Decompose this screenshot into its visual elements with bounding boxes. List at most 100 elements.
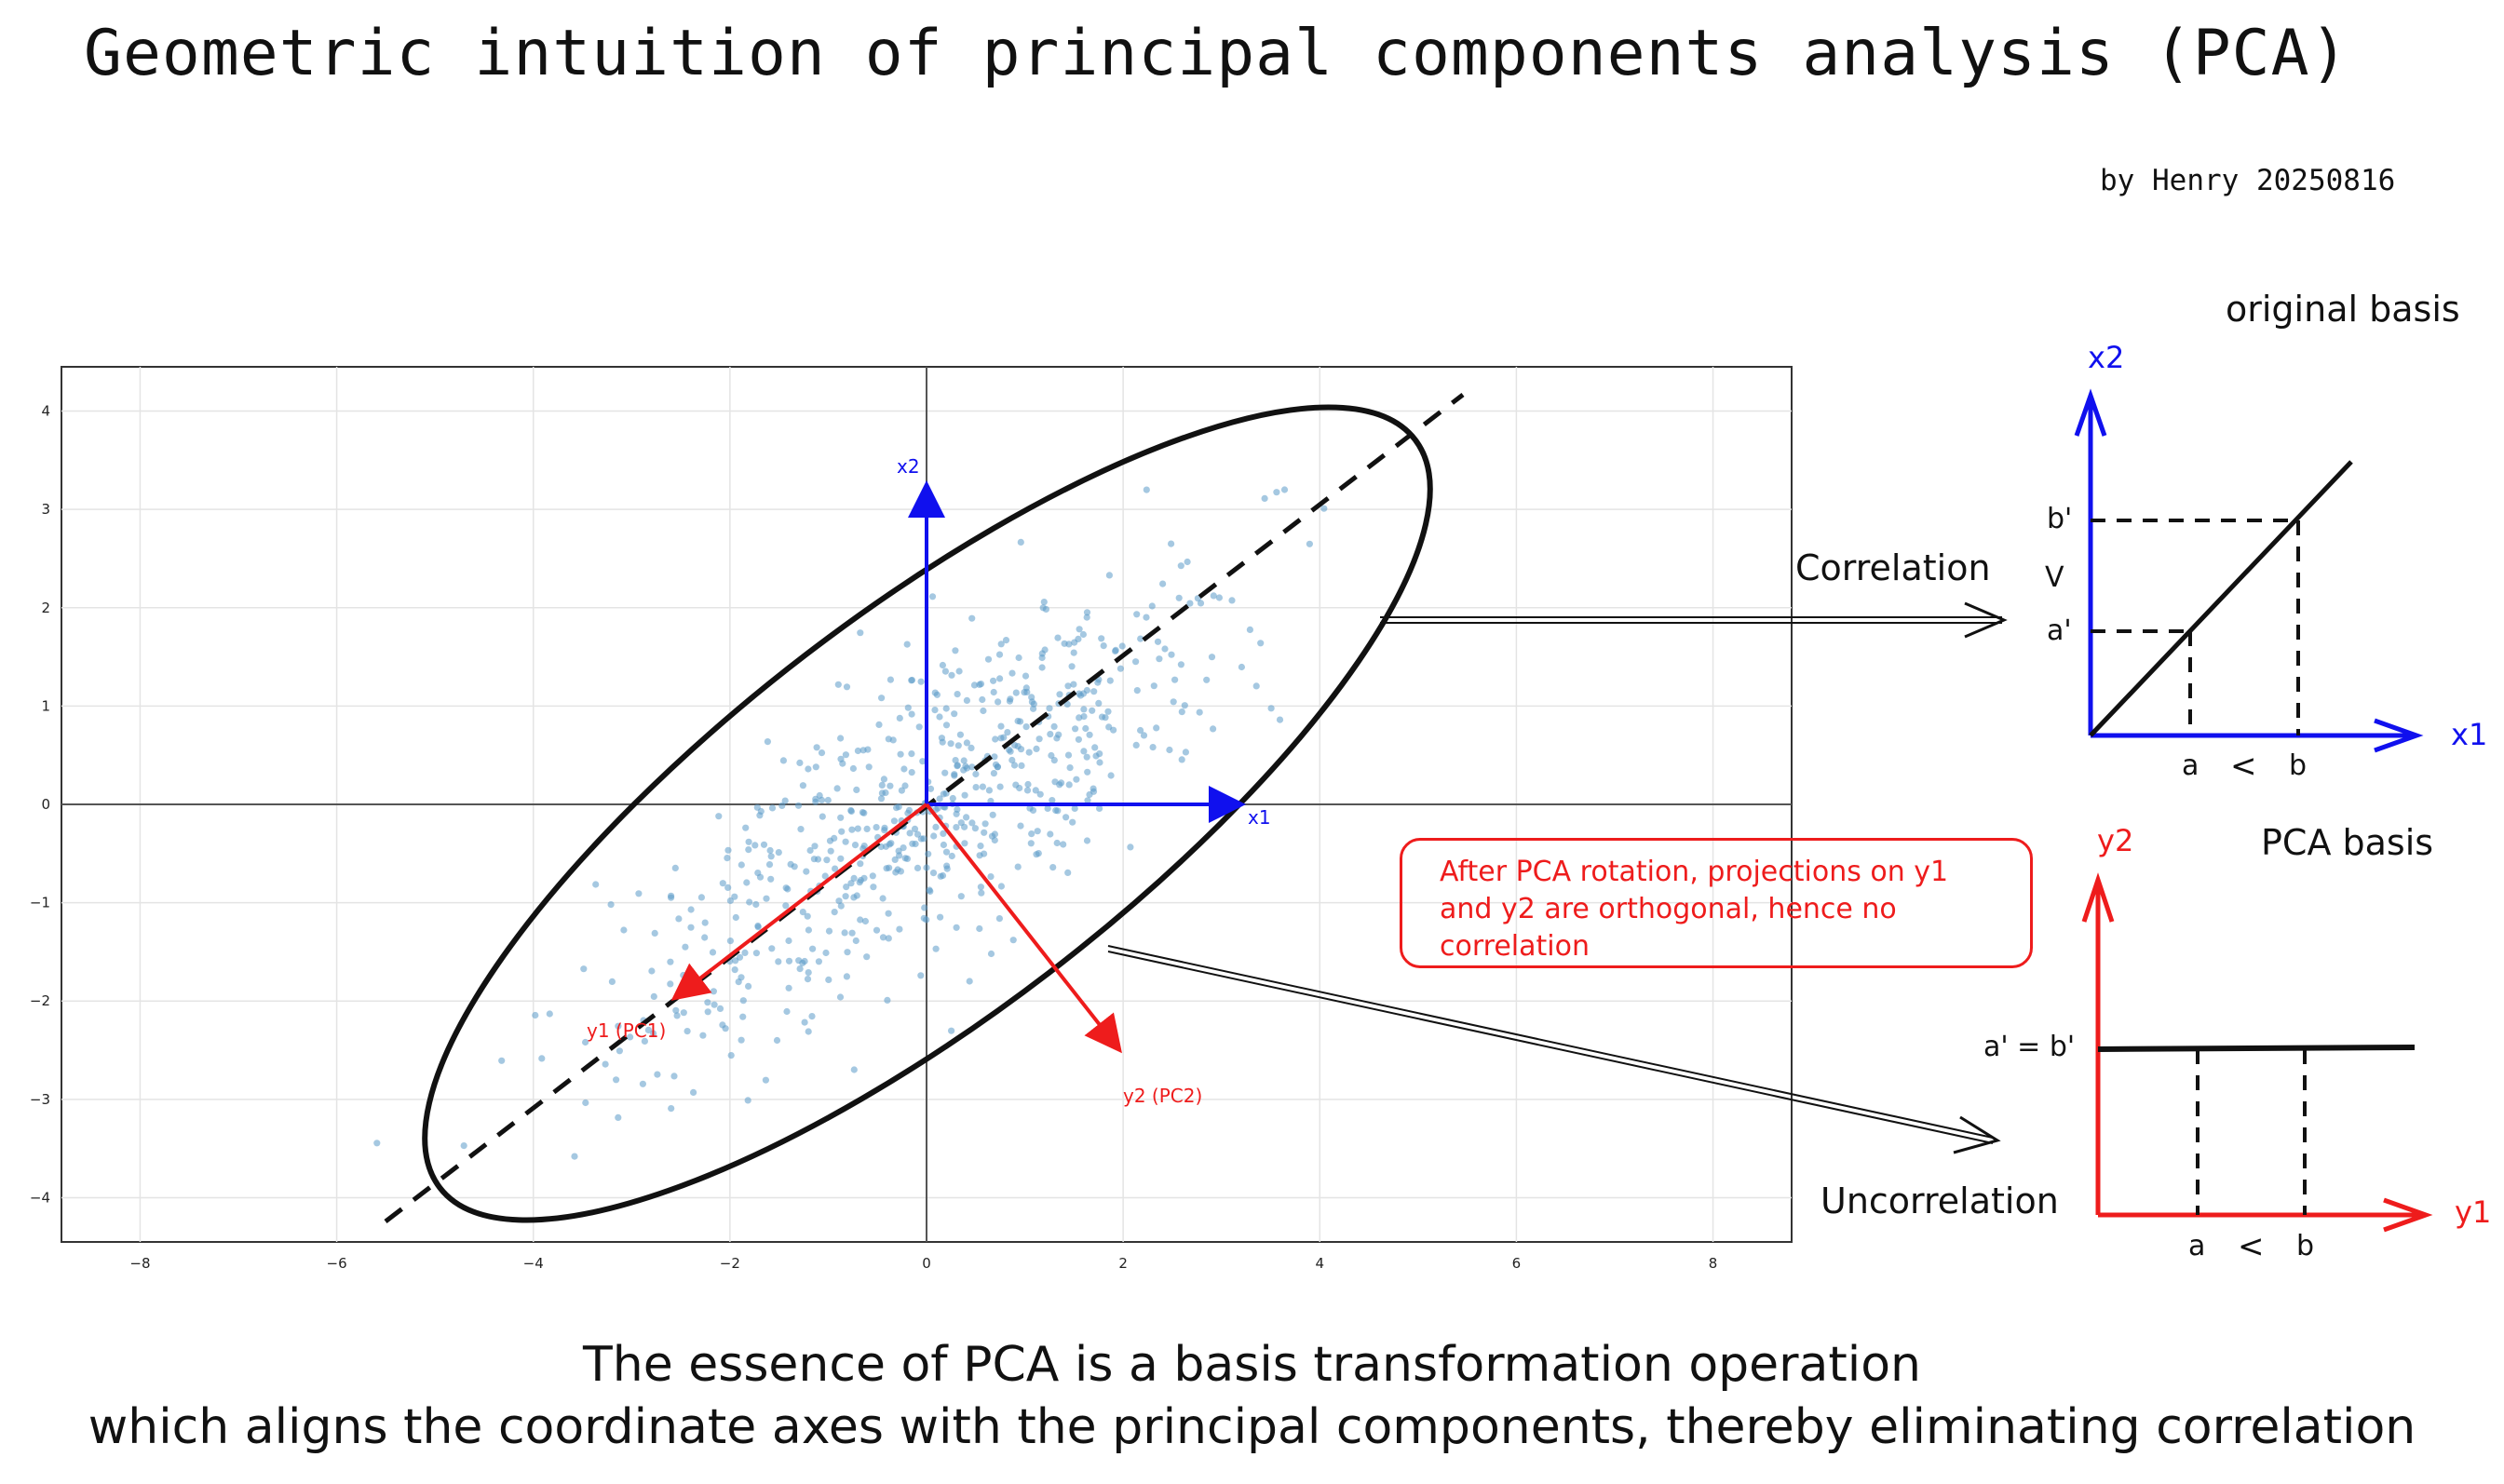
scatter-point — [1105, 572, 1113, 579]
scatter-point — [1210, 592, 1217, 600]
x-tick-label: −2 — [720, 1255, 740, 1272]
pca-basis-title: PCA basis — [2261, 822, 2433, 863]
scatter-point — [865, 763, 873, 771]
scatter-point — [745, 982, 752, 990]
scatter-point — [953, 824, 960, 831]
scatter-point — [933, 691, 941, 698]
ob-a-prime: a' — [2047, 614, 2072, 647]
scatter-point — [1063, 700, 1071, 708]
scatter-point — [1070, 681, 1077, 688]
x-tick-label: 2 — [1118, 1255, 1128, 1272]
scatter-point — [742, 824, 750, 831]
scatter-point — [880, 776, 888, 783]
scatter-point — [783, 1007, 791, 1016]
scatter-point — [825, 976, 832, 983]
scatter-point — [1182, 749, 1189, 756]
scatter-point — [923, 916, 930, 924]
scatter-point — [775, 849, 782, 857]
scatter-point — [1133, 611, 1141, 618]
pb-a: a — [2188, 1230, 2205, 1262]
scatter-point — [847, 880, 855, 887]
scatter-point — [1017, 538, 1024, 546]
scatter-point — [1064, 869, 1072, 877]
scatter-point — [1053, 735, 1061, 742]
ob-lt: < — [2230, 748, 2257, 785]
scatter-point — [1280, 486, 1289, 493]
scatter-point — [857, 860, 864, 868]
scatter-point — [716, 1005, 724, 1012]
scatter-point — [997, 883, 1005, 890]
scatter-point — [878, 695, 886, 702]
scatter-point — [1102, 714, 1109, 722]
scatter-point — [1034, 828, 1041, 835]
scatter-point — [819, 813, 826, 820]
scatter-point — [785, 984, 792, 992]
scatter-point — [648, 967, 656, 975]
scatter-point — [837, 735, 845, 742]
scatter-point — [992, 735, 999, 743]
scatter-point — [949, 794, 956, 803]
scatter-point — [979, 783, 986, 790]
scatter-point — [849, 764, 858, 773]
scatter-point — [756, 873, 765, 881]
covariance-ellipse — [422, 404, 1433, 1223]
scatter-point — [857, 916, 864, 924]
scatter-point — [1080, 706, 1088, 713]
x1-label: x1 — [1248, 806, 1271, 829]
scatter-point — [1156, 655, 1163, 663]
scatter-point — [955, 668, 963, 675]
y1-label: y1 (PC1) — [587, 1019, 666, 1042]
scatter-point — [821, 872, 829, 880]
scatter-point — [1137, 635, 1144, 642]
scatter-point — [877, 795, 886, 803]
scatter-point — [650, 992, 657, 1000]
uncorrelation-connector — [1107, 945, 2001, 1154]
scatter-point — [580, 965, 588, 973]
scatter-point — [1050, 722, 1058, 731]
scatter-point — [929, 870, 938, 877]
y-tick-label: −4 — [30, 1189, 50, 1206]
scatter-point — [931, 707, 939, 714]
scatter-point — [977, 884, 984, 891]
x2-label: x2 — [897, 455, 920, 478]
scatter-point — [1076, 626, 1083, 633]
scatter-point — [1086, 790, 1093, 799]
scatter-point — [869, 872, 876, 880]
scatter-point — [778, 802, 786, 810]
scatter-point — [863, 953, 871, 961]
scatter-point — [1079, 630, 1087, 639]
scatter-point — [861, 917, 870, 925]
scatter-point — [854, 747, 862, 755]
scatter-point — [373, 1140, 381, 1147]
scatter-point — [887, 676, 895, 683]
scatter-point — [768, 945, 776, 952]
pca-note-text: After PCA rotation, projections on y1 an… — [1440, 856, 1949, 963]
scatter-point — [882, 789, 889, 797]
scatter-point — [752, 900, 760, 909]
pb-y-label: y2 — [2097, 823, 2133, 858]
scatter-point — [968, 763, 976, 771]
scatter-point — [904, 809, 912, 817]
scatter-point — [921, 904, 928, 911]
scatter-point — [1083, 614, 1090, 621]
scatter-point — [804, 976, 812, 983]
scatter-point — [903, 641, 911, 648]
scatter-point — [1010, 762, 1019, 769]
scatter-point — [834, 681, 842, 688]
scatter-point — [896, 925, 903, 933]
scatter-point — [739, 1013, 747, 1020]
scatter-point — [997, 722, 1005, 730]
scatter-point — [701, 934, 709, 941]
scatter-point — [1050, 757, 1058, 764]
scatter-point — [751, 842, 759, 849]
scatter-point — [1008, 756, 1016, 764]
scatter-point — [1171, 676, 1179, 683]
scatter-point — [608, 978, 616, 985]
scatter-point — [1090, 688, 1098, 695]
scatter-point — [997, 641, 1005, 648]
scatter-point — [948, 671, 955, 679]
scatter-point — [939, 871, 947, 880]
scatter-point — [1089, 707, 1096, 714]
scatter-point — [979, 695, 986, 704]
scatter-point — [952, 757, 959, 764]
